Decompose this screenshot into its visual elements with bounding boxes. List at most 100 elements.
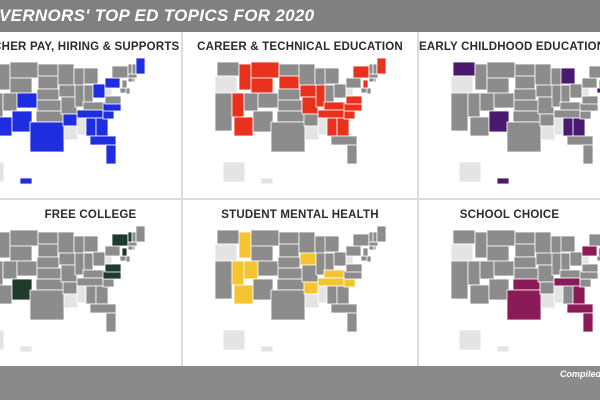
state-mn bbox=[298, 231, 316, 254]
state-sd bbox=[514, 243, 536, 258]
state-sc bbox=[102, 278, 115, 288]
us-map bbox=[0, 226, 146, 353]
state-al bbox=[326, 117, 338, 137]
panel-title: CAREER & TECHNICAL EDUCATION bbox=[197, 41, 403, 53]
state-az bbox=[233, 116, 254, 137]
state-nv bbox=[0, 260, 4, 286]
state-id bbox=[474, 231, 488, 259]
state-in bbox=[83, 84, 94, 103]
state-va bbox=[345, 95, 363, 105]
state-nv bbox=[0, 92, 4, 118]
state-tn bbox=[553, 109, 581, 119]
state-hi bbox=[260, 345, 274, 353]
state-nj bbox=[362, 79, 369, 89]
state-wy bbox=[9, 245, 33, 262]
state-pa bbox=[104, 245, 121, 257]
state-oh bbox=[92, 83, 106, 99]
state-de bbox=[125, 87, 131, 95]
state-id bbox=[238, 231, 252, 259]
state-ga bbox=[572, 285, 586, 305]
state-ga bbox=[572, 117, 586, 137]
state-wy bbox=[250, 77, 274, 94]
state-ny bbox=[588, 233, 600, 247]
state-al bbox=[326, 285, 338, 305]
state-sd bbox=[278, 243, 300, 258]
state-oh bbox=[569, 251, 583, 267]
state-az bbox=[0, 284, 13, 305]
state-tx bbox=[270, 121, 306, 153]
state-ny bbox=[352, 65, 370, 79]
state-or bbox=[214, 75, 238, 94]
state-al bbox=[562, 285, 574, 305]
us-map bbox=[450, 229, 600, 353]
state-ok bbox=[276, 278, 305, 291]
state-sd bbox=[37, 75, 59, 90]
state-md bbox=[360, 87, 368, 94]
state-ak bbox=[458, 329, 482, 351]
state-mn bbox=[298, 63, 316, 86]
state-mt bbox=[486, 61, 516, 79]
state-ms bbox=[553, 285, 564, 304]
state-az bbox=[469, 116, 490, 137]
state-va bbox=[104, 263, 122, 273]
state-ok bbox=[276, 110, 305, 123]
state-ms bbox=[553, 117, 564, 136]
state-mi bbox=[560, 67, 576, 85]
state-tx bbox=[506, 121, 542, 153]
state-la bbox=[540, 125, 556, 141]
state-ne bbox=[513, 88, 537, 101]
state-ky bbox=[559, 101, 583, 111]
state-wy bbox=[250, 245, 274, 262]
state-fl bbox=[330, 303, 358, 314]
state-me bbox=[376, 226, 387, 243]
state-mt bbox=[250, 229, 280, 247]
state-fl bbox=[346, 144, 358, 165]
state-mi bbox=[324, 235, 340, 253]
state-nd bbox=[37, 63, 59, 77]
state-sc bbox=[343, 110, 356, 120]
state-co bbox=[257, 92, 279, 109]
state-ks bbox=[36, 267, 62, 280]
panel-title: SCHOOL CHOICE bbox=[459, 209, 560, 221]
state-md bbox=[596, 255, 600, 262]
state-ri bbox=[373, 245, 377, 251]
state-sc bbox=[343, 278, 356, 288]
state-ok bbox=[512, 278, 541, 291]
state-va bbox=[581, 95, 599, 105]
state-wv bbox=[104, 87, 113, 97]
state-mn bbox=[57, 63, 75, 86]
state-ia bbox=[299, 84, 317, 98]
state-wv bbox=[345, 87, 354, 97]
panel-free-college: FREE COLLEGE bbox=[0, 200, 181, 366]
state-co bbox=[493, 260, 515, 277]
state-ut bbox=[243, 260, 259, 280]
state-ar bbox=[303, 113, 319, 127]
state-mi bbox=[83, 235, 99, 253]
state-tx bbox=[29, 121, 65, 153]
state-la bbox=[304, 293, 320, 309]
state-wv bbox=[345, 255, 354, 265]
state-al bbox=[85, 285, 97, 305]
footer-bar: Compiled by bbox=[0, 366, 600, 400]
state-mt bbox=[9, 229, 39, 247]
state-id bbox=[474, 63, 488, 91]
state-md bbox=[596, 87, 600, 94]
state-ma bbox=[127, 73, 138, 79]
state-ky bbox=[323, 269, 347, 279]
state-md bbox=[119, 255, 127, 262]
state-nm bbox=[252, 278, 274, 301]
state-ne bbox=[277, 88, 301, 101]
state-co bbox=[16, 260, 38, 277]
state-in bbox=[560, 84, 571, 103]
page-title: GOVERNORS' TOP ED TOPICS FOR 2020 bbox=[0, 6, 315, 25]
state-az bbox=[233, 284, 254, 305]
state-la bbox=[63, 125, 79, 141]
state-wa bbox=[216, 61, 240, 77]
state-vt bbox=[127, 231, 133, 243]
panel-title: STUDENT MENTAL HEALTH bbox=[221, 209, 379, 221]
state-hi bbox=[19, 177, 33, 185]
state-fl bbox=[582, 144, 594, 165]
state-ga bbox=[95, 117, 109, 137]
state-mi bbox=[83, 67, 99, 85]
state-ny bbox=[352, 233, 370, 247]
